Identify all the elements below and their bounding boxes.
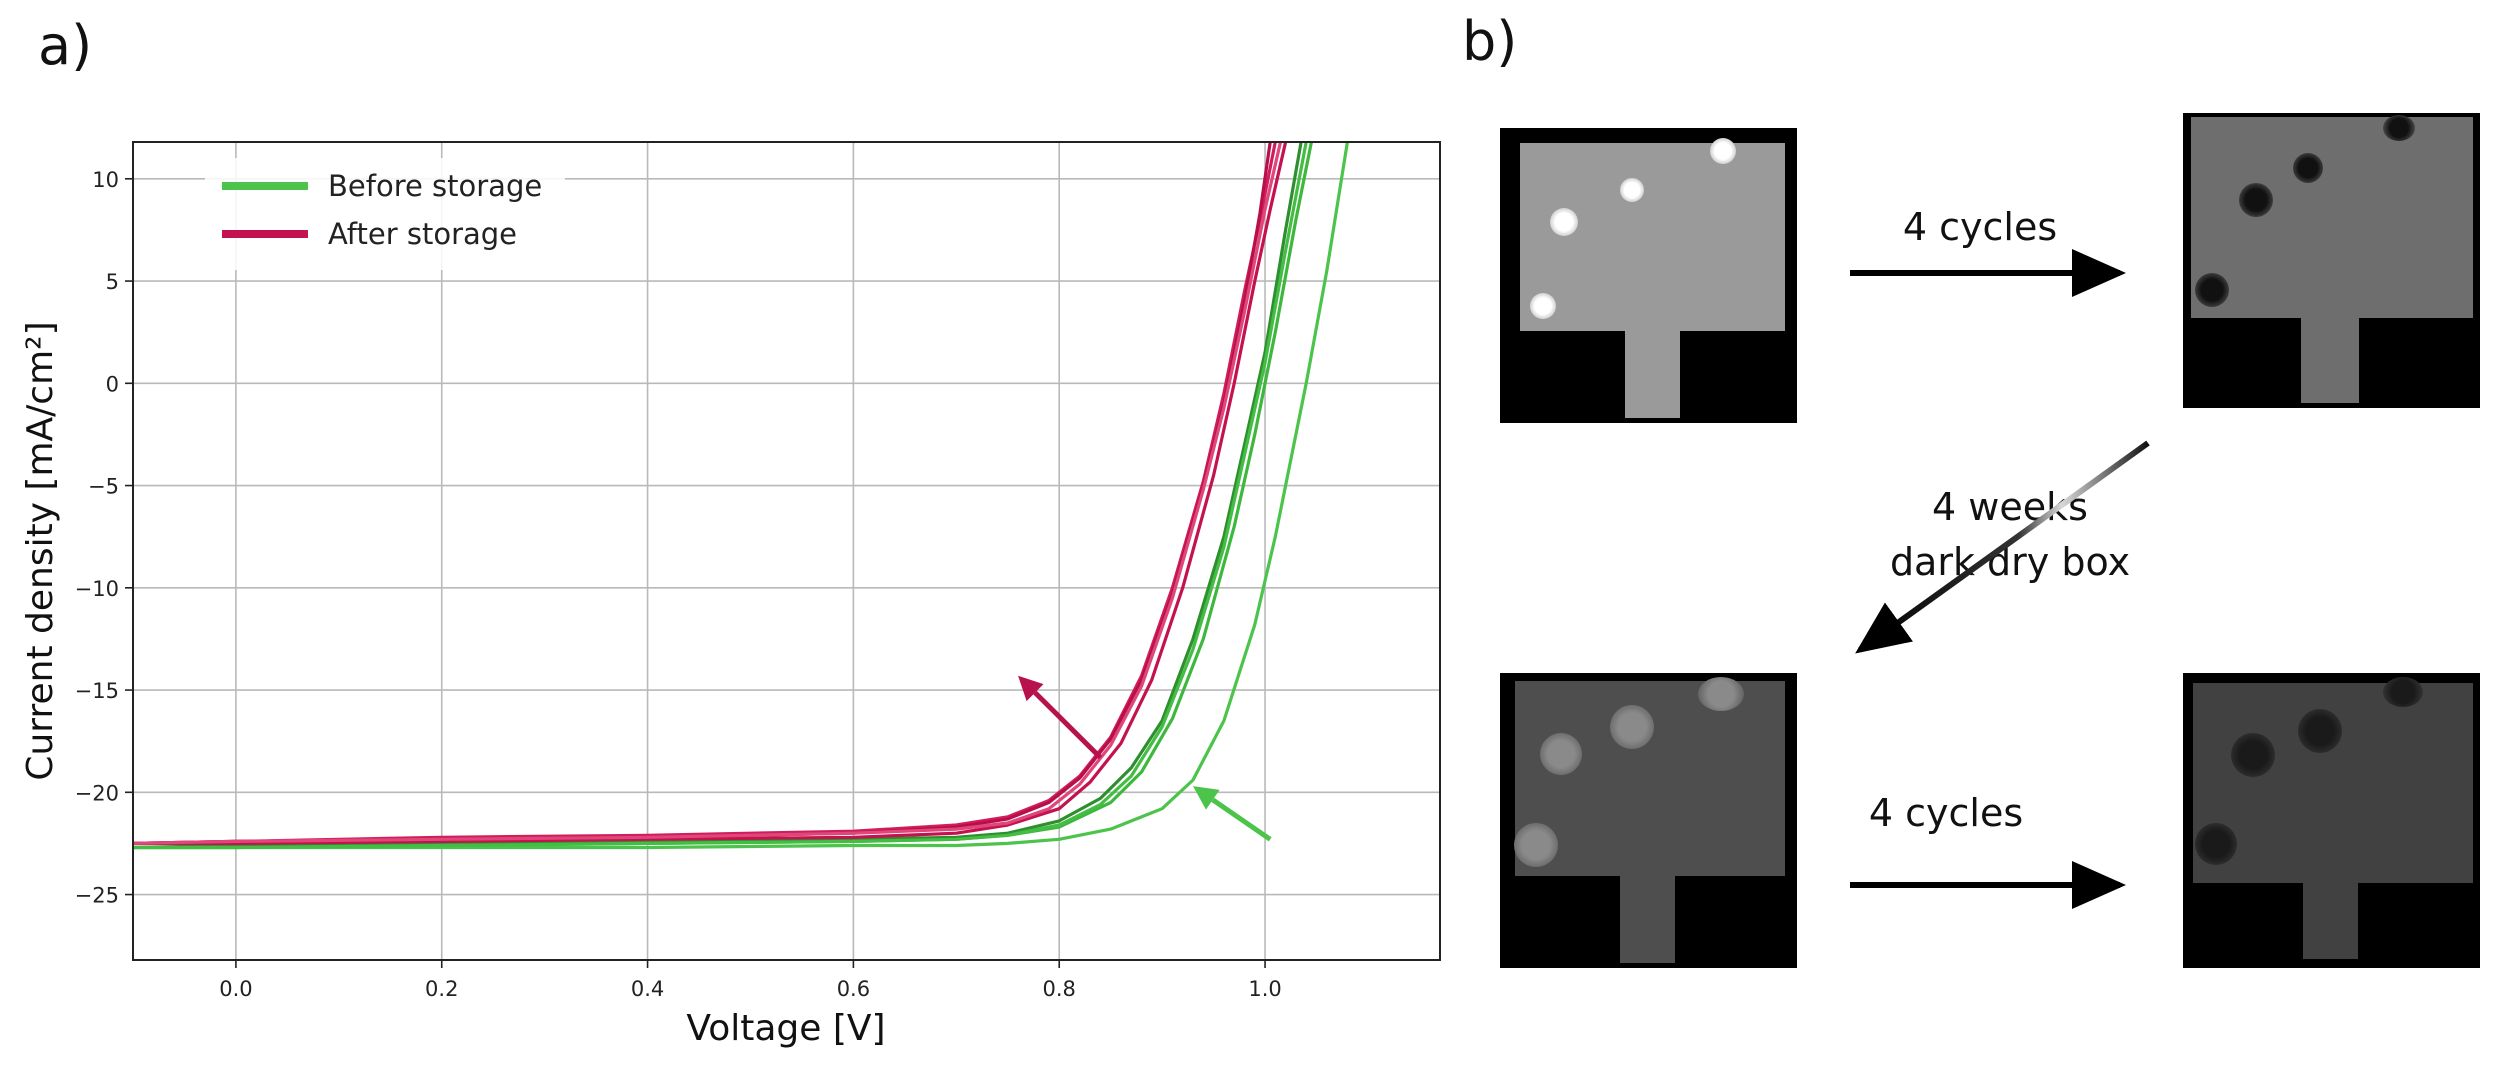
photo-after-storage [1500, 673, 1797, 968]
photo-after-4-cycles-spot [2293, 153, 2323, 183]
x-tick-label: 0.0 [219, 977, 252, 1001]
photo-after-storage-4-cycles-spot [2195, 823, 2237, 865]
photo-after-storage-spot [1698, 677, 1744, 711]
annotation-arrow-after [1033, 690, 1103, 760]
series-line-before-storage [133, 142, 1308, 850]
plot-frame [132, 141, 1441, 961]
photo-after-storage-4-cycles-spot [2231, 733, 2275, 777]
photo-after-storage-4-cycles [2183, 673, 2480, 968]
x-tick-label: 0.4 [631, 977, 664, 1001]
chart-legend: Before storage After storage [205, 158, 565, 270]
y-tick-label: −25 [75, 884, 119, 908]
photo-after-storage-4-cycles-spot [2298, 709, 2342, 753]
photo-initial-spot [1620, 178, 1644, 202]
x-tick-label: 0.6 [837, 977, 870, 1001]
chart-ticks: 0.0 0.2 0.4 0.6 0.8 1.0 10 5 0 −5 −10 −15 −20 −25 [75, 168, 1282, 1001]
flow-label-cycles-bottom: 4 cycles [1868, 791, 2024, 835]
photo-after-4-cycles-spot [2195, 273, 2229, 307]
flow-label-cycles-top: 4 cycles [1902, 205, 2058, 249]
y-tick-label: −15 [75, 679, 119, 703]
photo-after-storage-4-cycles-spot [2383, 677, 2423, 707]
photo-after-4-cycles [2183, 113, 2480, 408]
photo-after-4-cycles-cell [2191, 117, 2473, 318]
photo-after-storage-tab [1620, 873, 1675, 963]
x-tick-label: 0.2 [425, 977, 458, 1001]
y-tick-label: 10 [92, 168, 119, 192]
photo-after-4-cycles-spot [2383, 115, 2415, 141]
x-tick-label: 0.8 [1043, 977, 1076, 1001]
photo-after-storage-spot [1514, 823, 1558, 867]
annotation-arrowhead-icon [1018, 675, 1044, 702]
y-tick-label: −20 [75, 781, 119, 805]
legend-box [205, 158, 565, 270]
photo-after-storage-4-cycles-tab [2303, 873, 2358, 959]
series-line-after-storage [133, 142, 1288, 845]
y-axis-title: Current density [mA/cm²] [20, 321, 61, 780]
photo-initial-cell [1520, 143, 1785, 331]
photo-after-4-cycles-tab [2301, 313, 2359, 403]
annotation-arrow-before [1211, 797, 1272, 842]
photo-initial-tab [1625, 328, 1680, 418]
x-tick-label: 1.0 [1248, 977, 1281, 1001]
iv-chart: 0.0 0.2 0.4 0.6 0.8 1.0 10 5 0 −5 −10 −15 −20 −25 Vol… [20, 141, 1441, 1049]
photo-initial-spot [1710, 138, 1736, 164]
photo-after-4-cycles-spot [2239, 183, 2273, 217]
legend-label-before: Before storage [328, 169, 542, 203]
photo-initial [1500, 128, 1797, 423]
flow-label-storage-line2: dark dry box [1889, 540, 2131, 584]
y-tick-label: −5 [88, 475, 119, 499]
photo-initial-spot [1550, 208, 1578, 236]
panel-label-a: a) [38, 14, 93, 77]
annotation-arrowhead-icon [1193, 786, 1220, 810]
photo-after-storage-spot [1540, 733, 1582, 775]
y-tick-label: 0 [106, 372, 119, 396]
series-line-before-storage [133, 142, 1303, 850]
photo-after-storage-spot [1610, 705, 1654, 749]
photo-initial-spot [1530, 293, 1556, 319]
y-tick-label: 5 [106, 270, 119, 294]
y-tick-label: −10 [75, 577, 119, 601]
legend-label-after: After storage [328, 217, 517, 251]
flow-label-storage-line1: 4 weeks [1932, 485, 2088, 529]
chart-annotations [1018, 675, 1272, 842]
series-line-before-storage [133, 142, 1349, 850]
chart-grid [133, 142, 1440, 960]
panel-label-b: b) [1462, 10, 1518, 73]
chart-series [133, 142, 1349, 850]
series-line-after-storage [133, 142, 1283, 845]
x-axis-title: Voltage [V] [686, 1008, 885, 1049]
